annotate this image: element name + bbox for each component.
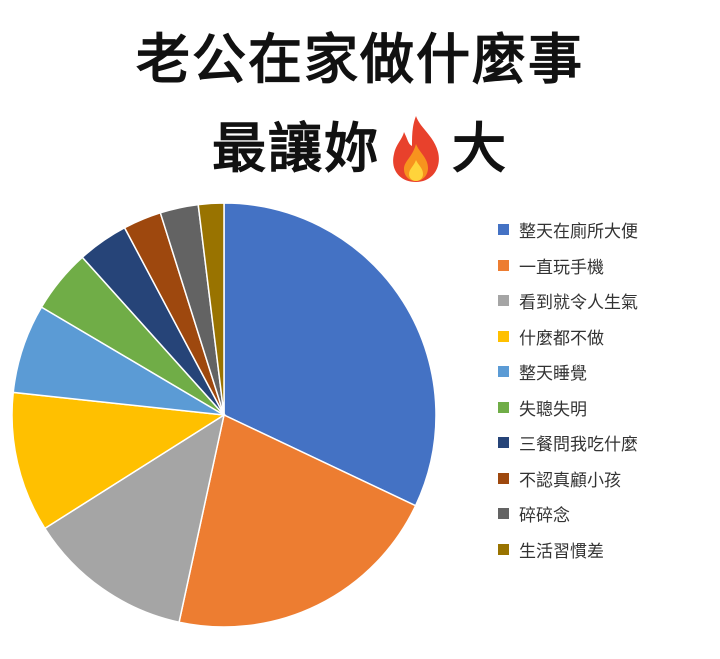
legend-label-3: 看到就令人生氣 (519, 293, 638, 314)
legend-item-9: 碎碎念 (498, 496, 708, 532)
legend-label-5: 整天睡覺 (519, 364, 587, 385)
pie-slice-1 (223, 202, 437, 507)
legend-item-4: 什麼都不做 (498, 319, 708, 355)
legend-swatch-4 (498, 330, 509, 342)
pie-slice-4 (11, 391, 227, 530)
legend-item-5: 整天睡覺 (498, 354, 708, 390)
legend-item-6: 失聰失明 (498, 390, 708, 426)
legend-swatch-8 (498, 472, 509, 484)
legend-swatch-1 (498, 224, 509, 236)
fire-icon (393, 116, 439, 182)
chart-title-line2-end: 大 (452, 117, 508, 180)
chart-title-line1: 老公在家做什麼事 (136, 28, 584, 91)
legend-label-1: 整天在廁所大便 (519, 222, 638, 243)
legend-item-8: 不認真顧小孩 (498, 461, 708, 497)
legend-label-4: 什麼都不做 (519, 328, 604, 349)
pie-slice-2 (178, 413, 417, 628)
chart-title-line2: 最讓妳 大 (0, 114, 720, 184)
legend-swatch-7 (498, 437, 509, 449)
legend-swatch-9 (498, 508, 509, 520)
legend-swatch-10 (498, 543, 509, 555)
legend-label-8: 不認真顧小孩 (519, 470, 621, 491)
legend-item-10: 生活習慣差 (498, 532, 708, 568)
legend-label-6: 失聰失明 (519, 399, 587, 420)
pie-slices (11, 202, 437, 628)
legend-label-9: 碎碎念 (519, 506, 570, 527)
legend-swatch-6 (498, 401, 509, 413)
legend-swatch-2 (498, 259, 509, 271)
legend-item-1: 整天在廁所大便 (498, 212, 708, 248)
pie-slice-3 (43, 413, 226, 624)
legend-label-7: 三餐問我吃什麼 (519, 435, 638, 456)
legend-swatch-5 (498, 366, 509, 378)
legend-swatch-3 (498, 295, 509, 307)
legend-label-10: 生活習慣差 (519, 541, 604, 562)
legend-label-2: 一直玩手機 (519, 257, 604, 278)
pie-slice-10 (197, 202, 225, 416)
legend-item-7: 三餐問我吃什麼 (498, 425, 708, 461)
legend-item-3: 看到就令人生氣 (498, 283, 708, 319)
chart-legend: 整天在廁所大便 一直玩手機看到就令人生氣 什麼都不做整天睡覺失聰失明三餐問我吃什麼不… (498, 212, 708, 567)
legend-item-2: 一直玩手機 (498, 248, 708, 284)
chart-title-line2-start: 最讓妳 (212, 117, 380, 180)
